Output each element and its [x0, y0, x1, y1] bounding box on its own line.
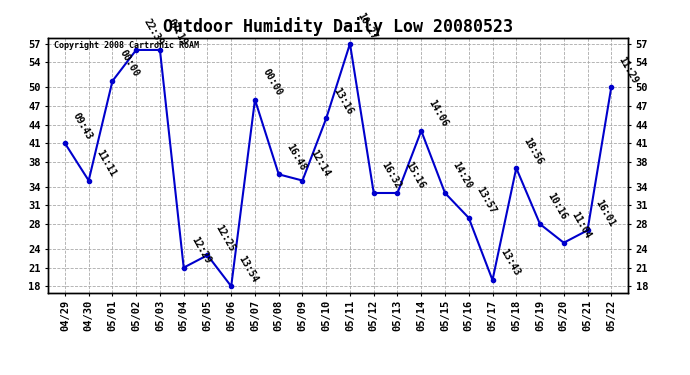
Text: 16:48: 16:48: [284, 142, 308, 172]
Text: 11:29: 11:29: [617, 55, 640, 85]
Text: 12:29: 12:29: [189, 235, 213, 266]
Title: Outdoor Humidity Daily Low 20080523: Outdoor Humidity Daily Low 20080523: [163, 17, 513, 36]
Text: 09:43: 09:43: [70, 111, 94, 141]
Text: 13:43: 13:43: [498, 248, 522, 278]
Text: 14:20: 14:20: [451, 160, 474, 191]
Text: 18:56: 18:56: [522, 135, 545, 166]
Text: 11:11: 11:11: [95, 148, 117, 178]
Text: 13:16: 13:16: [332, 86, 355, 116]
Text: 16:32: 16:32: [380, 160, 403, 191]
Text: Copyright 2008 Cartronic RoAM: Copyright 2008 Cartronic RoAM: [54, 41, 199, 50]
Text: 10:27: 10:27: [355, 11, 379, 42]
Text: 16:01: 16:01: [593, 198, 616, 228]
Text: 12:25: 12:25: [213, 223, 237, 253]
Text: 10:16: 10:16: [546, 192, 569, 222]
Text: 22:39: 22:39: [141, 17, 165, 48]
Text: 00:00: 00:00: [261, 67, 284, 98]
Text: 12:14: 12:14: [308, 148, 331, 178]
Text: 11:04: 11:04: [569, 210, 593, 241]
Text: 15:16: 15:16: [403, 160, 426, 191]
Text: 00:00: 00:00: [118, 48, 141, 79]
Text: 07:19: 07:19: [166, 17, 189, 48]
Text: 14:06: 14:06: [427, 98, 450, 129]
Text: 13:57: 13:57: [474, 185, 497, 216]
Text: 13:54: 13:54: [237, 254, 260, 284]
